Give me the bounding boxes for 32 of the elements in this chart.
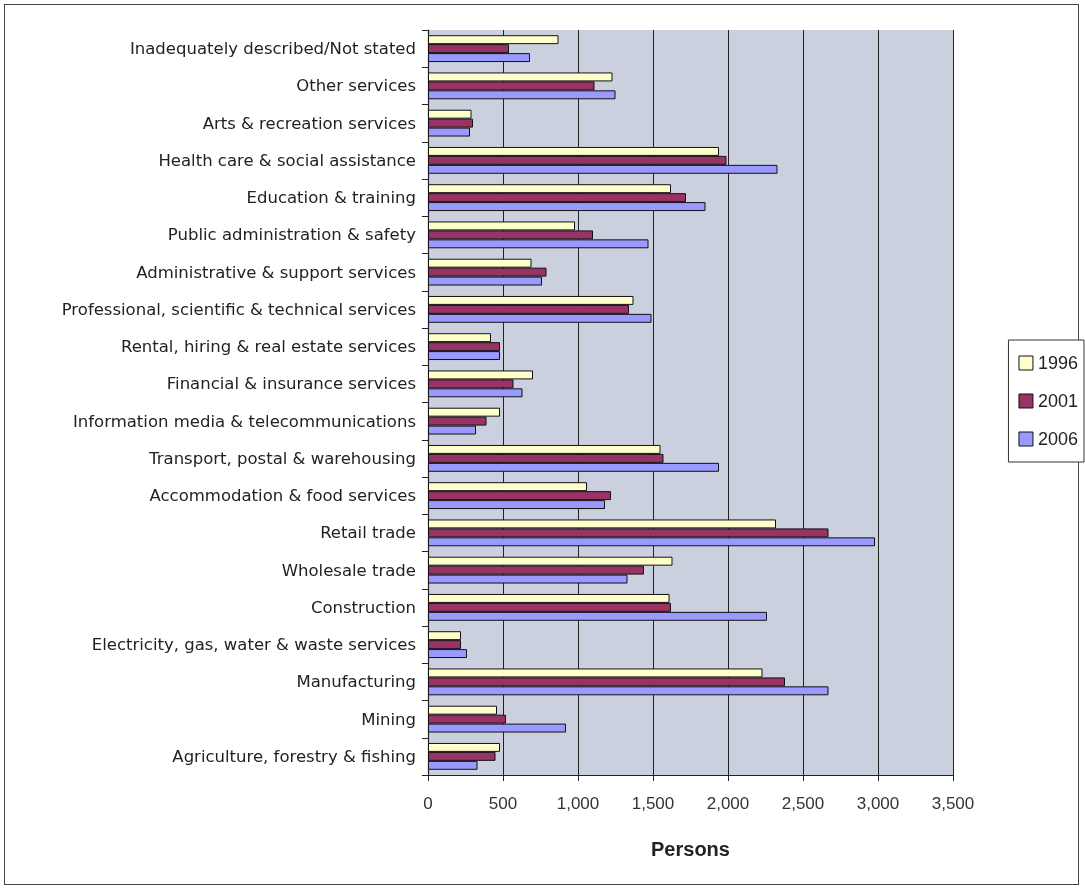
- y-tick-label: Electricity, gas, water & waste services: [91, 635, 416, 655]
- y-tick-label: Transport, postal & warehousing: [148, 448, 416, 468]
- x-tick-label: 3,000: [856, 794, 900, 813]
- y-tick-label: Administrative & support services: [136, 262, 416, 282]
- y-tick-label: Arts & recreation services: [202, 113, 416, 133]
- x-axis-title: Persons: [651, 838, 730, 860]
- y-tick-label: Public administration & safety: [167, 225, 417, 245]
- y-tick-label: Rental, hiring & real estate services: [120, 337, 416, 357]
- y-tick-label: Accommodation & food services: [149, 486, 416, 506]
- x-tick-label: 2,000: [706, 794, 750, 813]
- x-tick-label: 1,000: [556, 794, 600, 813]
- y-tick-label: Wholesale trade: [281, 560, 416, 580]
- y-tick-label: Inadequately described/Not stated: [129, 39, 416, 59]
- x-tick-label: 0: [423, 794, 433, 813]
- x-tick-label: 3,500: [931, 794, 975, 813]
- y-tick-label: Financial & insurance services: [166, 374, 416, 394]
- x-tick-label: 500: [488, 794, 518, 813]
- y-tick-label: Agriculture, forestry & fishing: [172, 746, 416, 766]
- y-tick-label: Other services: [296, 76, 416, 96]
- y-tick-label: Retail trade: [320, 523, 416, 543]
- y-tick-label: Construction: [310, 597, 416, 617]
- legend-label: 2006: [1037, 429, 1078, 449]
- y-tick-label: Information media & telecommunications: [72, 411, 416, 431]
- y-tick-label: Mining: [361, 709, 416, 729]
- legend-label: 1996: [1037, 353, 1078, 373]
- legend-label: 2001: [1037, 391, 1078, 411]
- x-tick-label: 2,500: [781, 794, 825, 813]
- y-tick-label: Health care & social assistance: [158, 150, 416, 170]
- y-tick-label: Education & training: [246, 188, 416, 208]
- y-tick-label: Manufacturing: [296, 672, 416, 692]
- x-tick-label: 1,500: [631, 794, 675, 813]
- y-tick-label: Professional, scientific & technical services: [61, 299, 416, 319]
